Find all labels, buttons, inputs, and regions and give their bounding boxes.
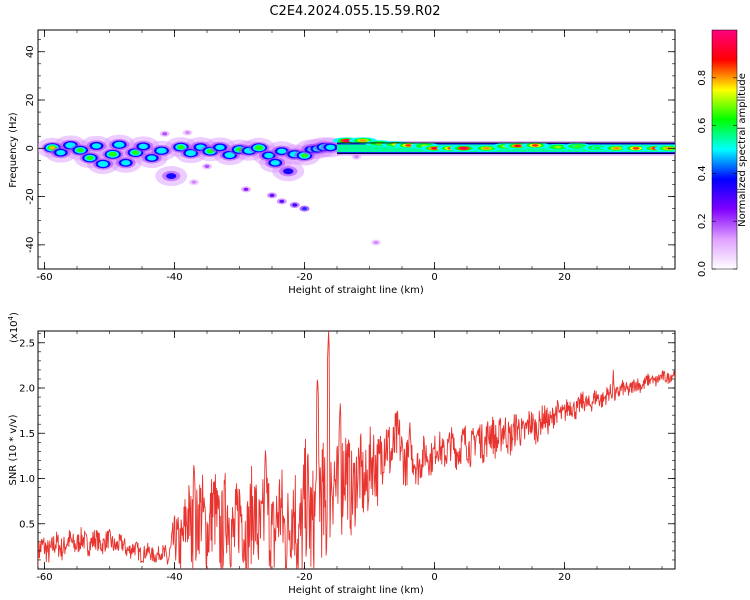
snr-y-axis-label: SNR (10 * v/v) <box>8 414 19 485</box>
band-hotspot <box>449 145 478 152</box>
snr-y-scale-note: (x104) <box>7 312 20 343</box>
colorbar-label: Normalized spectral amplitude <box>737 73 748 227</box>
heatmap-blob <box>133 140 154 152</box>
band-hotspot <box>583 144 611 152</box>
heatmap-axes: -60 -40 -20 0 20 -40 -20 0 20 40 <box>25 30 675 283</box>
figure-title: C2E4.2024.055.15.59.R02 <box>269 4 440 19</box>
y-tick-label: -40 <box>25 237 36 253</box>
colorbar-tick-label: 0.8 <box>697 70 708 86</box>
colorbar-ticks: 0.0 0.2 0.4 0.6 0.8 <box>697 70 737 277</box>
y-tick-label: 2.5 <box>19 338 35 349</box>
x-tick-label: -40 <box>166 272 182 283</box>
colorbar-tick-label: 0.4 <box>697 165 708 181</box>
colorbar: 0.0 0.2 0.4 0.6 0.8 Normalized spectral ampl… <box>697 29 748 277</box>
colorbar-tick-label: 0.0 <box>697 261 708 277</box>
heatmap-sparse-point <box>241 186 251 193</box>
heatmap-y-axis-label: Frequency (Hz) <box>8 112 19 188</box>
snr-series-line <box>38 331 675 569</box>
y-tick-label: 40 <box>25 45 36 58</box>
band-hotspot <box>602 145 631 152</box>
heatmap-sparse-point <box>182 129 193 136</box>
heatmap-blob <box>102 148 124 161</box>
x-tick-label: -40 <box>166 572 182 583</box>
y-tick-label: 2.0 <box>19 384 35 395</box>
heatmap-blob <box>265 157 286 169</box>
band-hotspot <box>410 142 439 150</box>
y-tick-label: 1.0 <box>19 474 35 485</box>
band-hotspot <box>521 142 550 149</box>
y-tick-label: 1.5 <box>19 429 35 440</box>
heatmap-sparse-point <box>267 192 277 199</box>
y-tick-label: 0.5 <box>19 519 35 530</box>
heatmap-sparse-point <box>371 239 381 246</box>
colorbar-tick-label: 0.6 <box>697 118 708 134</box>
heatmap-blob <box>109 139 130 151</box>
heatmap-sparse-point <box>289 202 300 209</box>
heatmap-blob <box>320 141 341 153</box>
x-tick-label: -20 <box>296 272 312 283</box>
heatmap-layer <box>38 129 675 246</box>
heatmap-blob <box>92 158 114 170</box>
heatmap-blob <box>162 170 181 182</box>
y-tick-label: 20 <box>25 94 36 107</box>
heatmap-blob <box>180 147 201 159</box>
snr-panel: -60 -40 -20 0 20 0.5 1.0 1.5 2.0 2.5 Height of st… <box>7 312 676 596</box>
y-tick-label: 0 <box>25 145 36 151</box>
snr-axes: -60 -40 -20 0 20 0.5 1.0 1.5 2.0 2.5 <box>19 331 675 583</box>
heatmap-blob <box>115 157 136 169</box>
heatmap-panel: -60 -40 -20 0 20 -40 -20 0 20 40 Height of straig… <box>8 29 676 296</box>
heatmap-x-axis-label: Height of straight line (km) <box>288 285 424 296</box>
x-tick-label: -60 <box>36 572 52 583</box>
heatmap-blob <box>279 166 298 177</box>
heatmap-sparse-point <box>276 198 287 205</box>
snr-plot-area <box>37 330 676 570</box>
x-tick-label: -20 <box>296 572 312 583</box>
colorbar-tick-label: 0.2 <box>697 213 708 229</box>
heatmap-sparse-point <box>299 205 310 212</box>
heatmap-blob <box>86 140 107 152</box>
heatmap-blob <box>151 145 172 157</box>
heatmap-sparse-point <box>202 163 212 170</box>
x-tick-label: -60 <box>36 272 52 283</box>
x-tick-label: 0 <box>431 272 437 283</box>
colorbar-gradient <box>711 29 738 270</box>
band-hotspot <box>622 145 650 152</box>
snr-x-axis-label: Height of straight line (km) <box>288 585 424 596</box>
x-tick-label: 20 <box>558 272 571 283</box>
y-tick-label: -20 <box>25 188 36 204</box>
heatmap-sparse-point <box>189 179 199 186</box>
x-tick-label: 0 <box>431 572 437 583</box>
x-tick-label: 20 <box>558 572 571 583</box>
heatmap-sparse-point <box>159 130 170 137</box>
